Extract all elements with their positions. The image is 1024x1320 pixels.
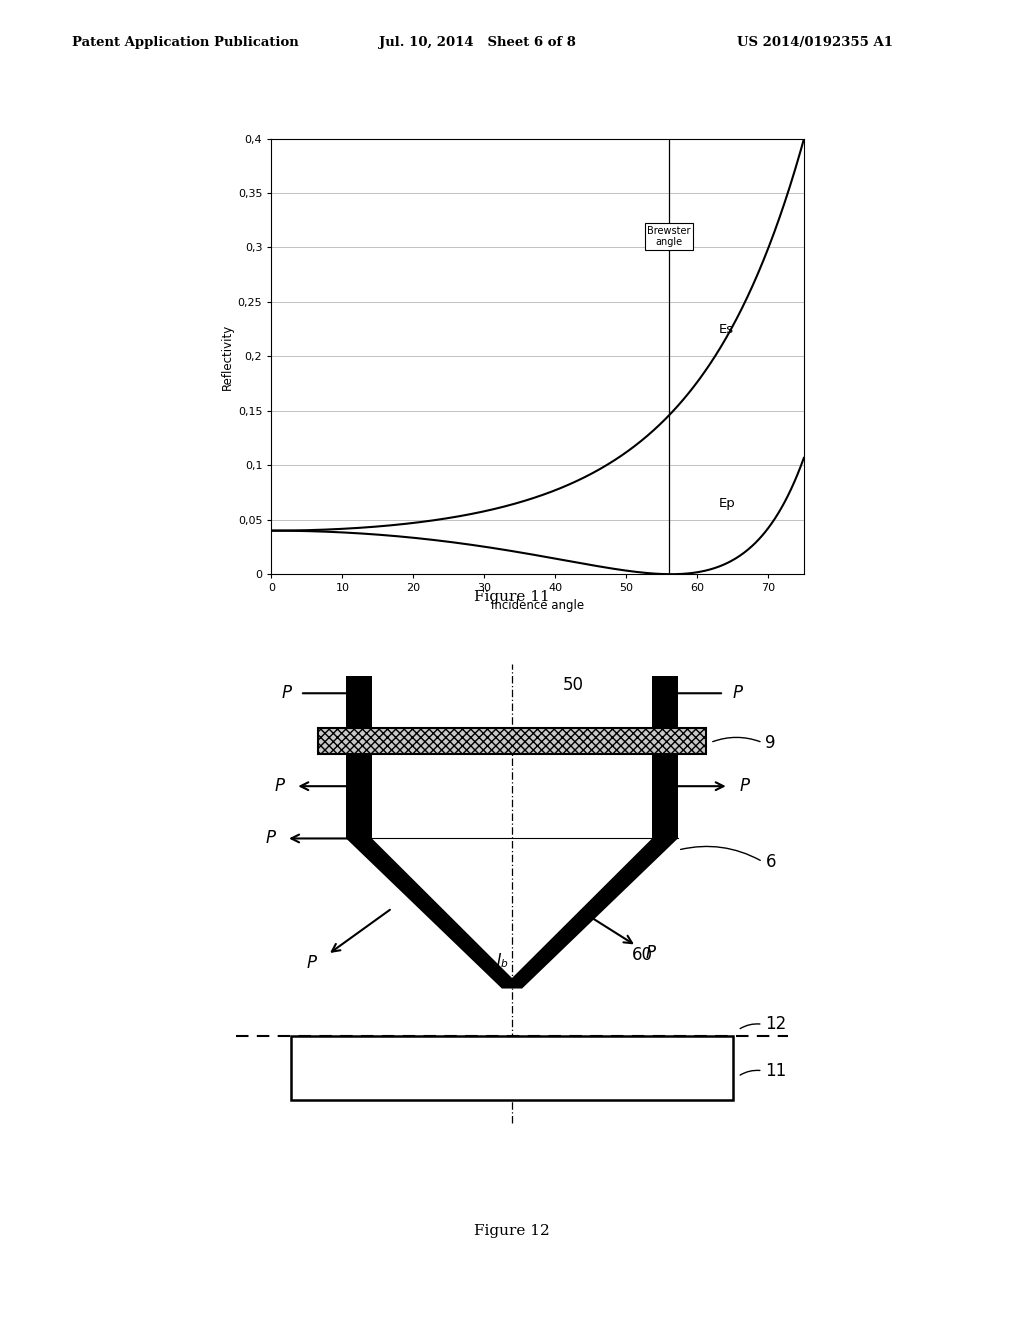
Polygon shape [652,754,678,838]
Polygon shape [346,754,372,838]
Text: US 2014/0192355 A1: US 2014/0192355 A1 [737,36,893,49]
Text: P: P [645,945,655,962]
Text: Patent Application Publication: Patent Application Publication [72,36,298,49]
Y-axis label: Reflectivity: Reflectivity [220,323,233,389]
Text: Jul. 10, 2014   Sheet 6 of 8: Jul. 10, 2014 Sheet 6 of 8 [379,36,575,49]
Text: 50: 50 [563,676,584,693]
Text: Figure 11: Figure 11 [474,590,550,605]
Text: Ep: Ep [719,496,735,510]
Text: 6: 6 [766,853,776,871]
Polygon shape [318,729,706,754]
Text: 11: 11 [766,1061,786,1080]
Text: P: P [265,829,275,847]
Text: Figure 12: Figure 12 [474,1224,550,1238]
Text: P: P [733,684,742,702]
Text: Es: Es [719,322,734,335]
Text: Brewster
angle: Brewster angle [647,226,691,247]
Text: $I_b$: $I_b$ [497,952,509,970]
Polygon shape [652,676,678,729]
X-axis label: Incidence angle: Incidence angle [492,599,584,611]
Text: P: P [282,684,291,702]
Polygon shape [291,1036,733,1100]
Polygon shape [346,676,372,729]
Polygon shape [502,838,678,989]
Text: 12: 12 [766,1015,786,1034]
Polygon shape [346,838,522,989]
Text: P: P [274,777,285,795]
Text: 60: 60 [632,945,653,964]
Text: P: P [739,777,750,795]
Text: P: P [306,954,316,973]
Text: 9: 9 [766,734,776,751]
